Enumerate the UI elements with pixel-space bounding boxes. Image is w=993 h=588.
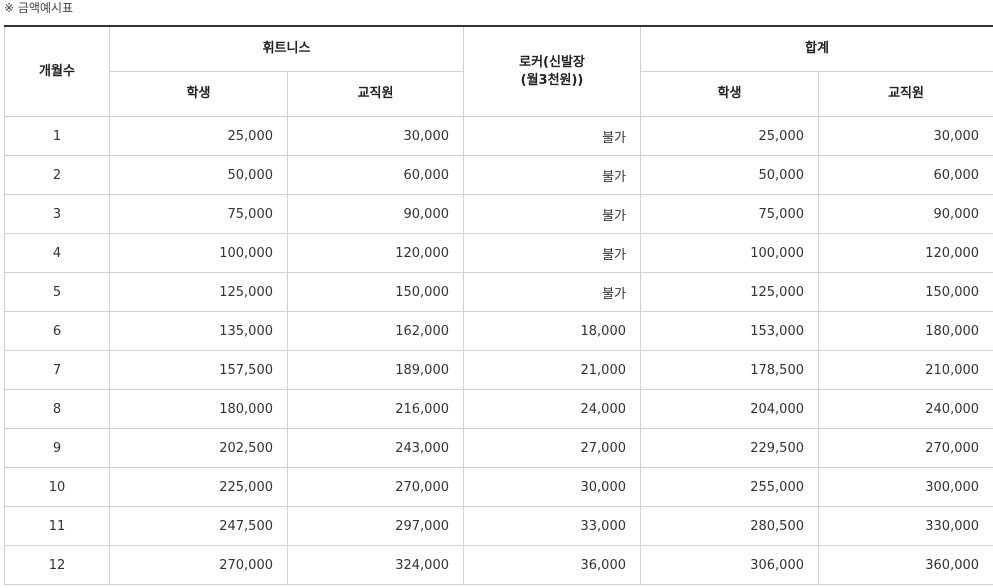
amount-cell: 50,000: [640, 155, 819, 195]
amount-cell: 60,000: [817, 155, 993, 195]
header-cell: 휘트니스: [109, 25, 464, 72]
amount-cell: 33,000: [463, 506, 641, 546]
table-row: 7 157,500 189,000 21,000 178,500 210,000: [4, 350, 993, 390]
table-row: 11 247,500 297,000 33,000 280,500 330,000: [4, 506, 993, 546]
amount-cell: 120,000: [817, 233, 993, 273]
amount-cell: 125,000: [109, 272, 288, 312]
amount-cell: 202,500: [109, 428, 288, 468]
month-cell: 7: [4, 350, 110, 390]
table-row: 12 270,000 324,000 36,000 306,000 360,000: [4, 545, 993, 585]
amount-cell: 270,000: [109, 545, 288, 585]
amount-cell: 36,000: [463, 545, 641, 585]
amount-cell: 135,000: [109, 311, 288, 351]
amount-cell: 189,000: [287, 350, 464, 390]
amount-cell: 90,000: [817, 194, 993, 234]
amount-cell: 불가: [463, 194, 641, 234]
amount-cell: 30,000: [287, 116, 464, 156]
amount-cell: 150,000: [817, 272, 993, 312]
amount-cell: 50,000: [109, 155, 288, 195]
amount-cell: 180,000: [109, 389, 288, 429]
header-cell: 교직원: [817, 71, 993, 117]
month-cell: 3: [4, 194, 110, 234]
amount-cell: 180,000: [817, 311, 993, 351]
month-cell: 11: [4, 506, 110, 546]
amount-cell: 24,000: [463, 389, 641, 429]
amount-cell: 불가: [463, 272, 641, 312]
amount-cell: 210,000: [817, 350, 993, 390]
amount-cell: 216,000: [287, 389, 464, 429]
amount-cell: 100,000: [109, 233, 288, 273]
amount-cell: 27,000: [463, 428, 641, 468]
table-row: 8 180,000 216,000 24,000 204,000 240,000: [4, 389, 993, 429]
amount-cell: 247,500: [109, 506, 288, 546]
amount-cell: 125,000: [640, 272, 819, 312]
month-cell: 5: [4, 272, 110, 312]
table-row: 2 50,000 60,000 불가 50,000 60,000: [4, 155, 993, 195]
table-row: 4 100,000 120,000 불가 100,000 120,000: [4, 233, 993, 273]
table-header: 개월수 휘트니스 로커(신발장 (월3천원)) 합계 학생 교직원 학생 교직원: [4, 25, 993, 117]
month-cell: 4: [4, 233, 110, 273]
amount-cell: 270,000: [817, 428, 993, 468]
header-cell: 로커(신발장 (월3천원)): [463, 25, 641, 117]
month-cell: 2: [4, 155, 110, 195]
table-row: 1 25,000 30,000 불가 25,000 30,000: [4, 116, 993, 156]
amount-cell: 60,000: [287, 155, 464, 195]
table-row: 3 75,000 90,000 불가 75,000 90,000: [4, 194, 993, 234]
amount-cell: 75,000: [640, 194, 819, 234]
table-row: 6 135,000 162,000 18,000 153,000 180,000: [4, 311, 993, 351]
note: ※ 금액예시표: [4, 1, 74, 15]
amount-cell: 30,000: [817, 116, 993, 156]
amount-cell: 25,000: [109, 116, 288, 156]
month-cell: 8: [4, 389, 110, 429]
month-cell: 9: [4, 428, 110, 468]
amount-cell: 300,000: [817, 467, 993, 507]
amount-cell: 120,000: [287, 233, 464, 273]
amount-cell: 75,000: [109, 194, 288, 234]
amount-cell: 229,500: [640, 428, 819, 468]
amount-cell: 225,000: [109, 467, 288, 507]
amount-cell: 90,000: [287, 194, 464, 234]
amount-cell: 240,000: [817, 389, 993, 429]
amount-cell: 204,000: [640, 389, 819, 429]
table-row: 9 202,500 243,000 27,000 229,500 270,000: [4, 428, 993, 468]
amount-cell: 280,500: [640, 506, 819, 546]
amount-cell: 178,500: [640, 350, 819, 390]
amount-cell: 100,000: [640, 233, 819, 273]
amount-cell: 150,000: [287, 272, 464, 312]
amount-cell: 18,000: [463, 311, 641, 351]
header-cell: 합계: [639, 25, 993, 72]
amount-cell: 330,000: [817, 506, 993, 546]
amount-cell: 255,000: [640, 467, 819, 507]
table-row: 10 225,000 270,000 30,000 255,000 300,000: [4, 467, 993, 507]
month-cell: 12: [4, 545, 110, 585]
month-cell: 10: [4, 467, 110, 507]
amount-cell: 162,000: [287, 311, 464, 351]
amount-cell: 불가: [463, 116, 641, 156]
table-row: 5 125,000 150,000 불가 125,000 150,000: [4, 272, 993, 312]
header-cell: 학생: [109, 71, 288, 117]
header-cell: 학생: [640, 71, 819, 117]
amount-cell: 153,000: [640, 311, 819, 351]
table-body: 1 25,000 30,000 불가 25,000 30,000 2 50,000 60,000…: [4, 116, 993, 585]
amount-cell: 324,000: [287, 545, 464, 585]
amount-cell: 270,000: [287, 467, 464, 507]
header-cell: 개월수: [4, 25, 110, 117]
amount-cell: 243,000: [287, 428, 464, 468]
month-cell: 1: [4, 116, 110, 156]
amount-cell: 360,000: [817, 545, 993, 585]
amount-cell: 30,000: [463, 467, 641, 507]
month-cell: 6: [4, 311, 110, 351]
amount-cell: 불가: [463, 155, 641, 195]
amount-cell: 불가: [463, 233, 641, 273]
price-table: 개월수 휘트니스 로커(신발장 (월3천원)) 합계 학생 교직원 학생 교직원…: [4, 25, 993, 585]
amount-cell: 306,000: [640, 545, 819, 585]
amount-cell: 21,000: [463, 350, 641, 390]
header-cell: 교직원: [287, 71, 464, 117]
amount-cell: 25,000: [640, 116, 819, 156]
amount-cell: 297,000: [287, 506, 464, 546]
amount-cell: 157,500: [109, 350, 288, 390]
